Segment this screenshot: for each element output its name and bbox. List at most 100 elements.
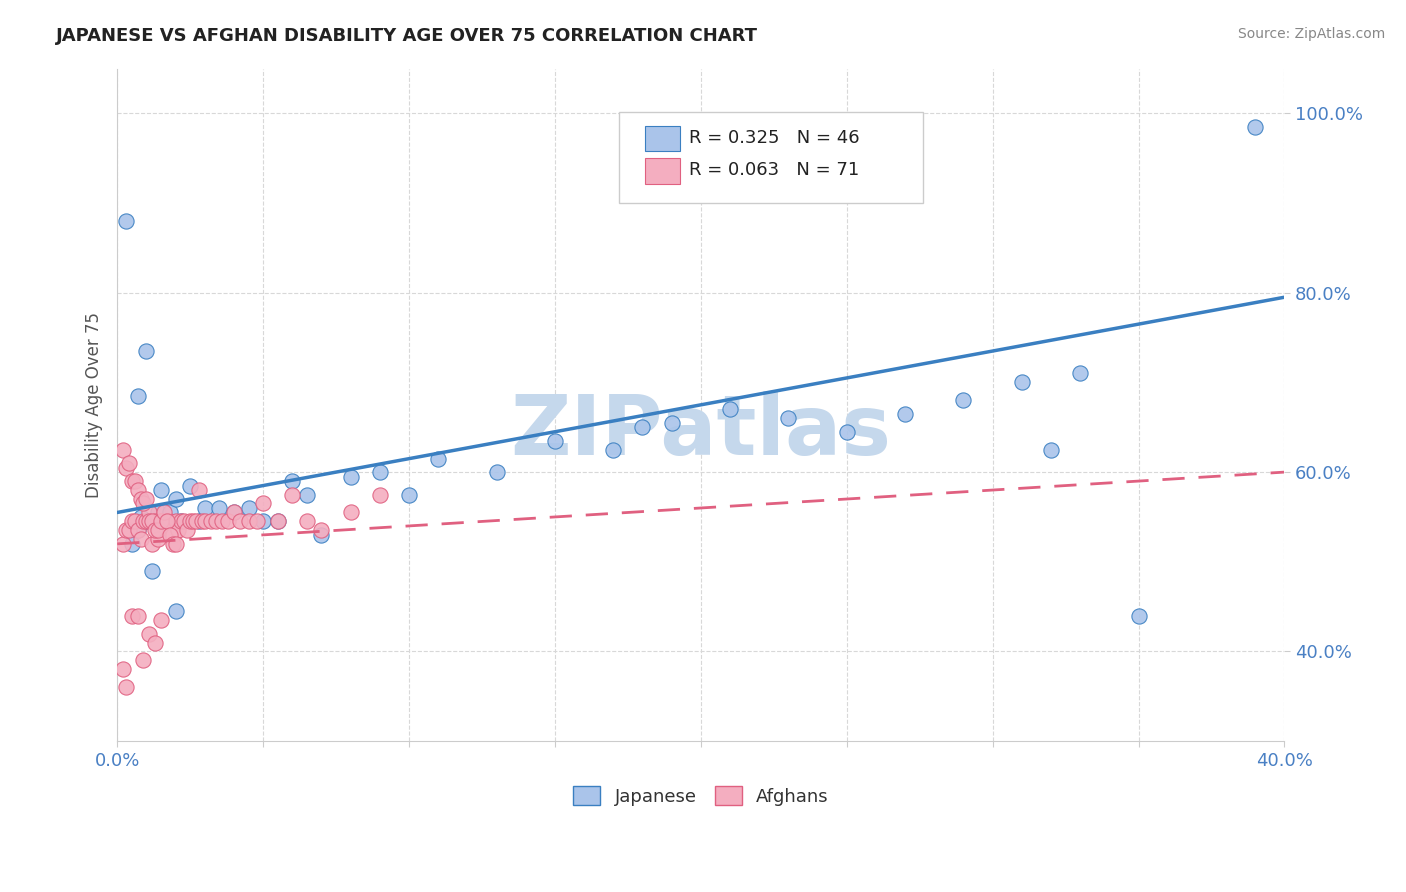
Point bbox=[544, 434, 567, 448]
Point bbox=[718, 402, 741, 417]
Point bbox=[184, 515, 207, 529]
Point bbox=[295, 487, 318, 501]
Point bbox=[135, 344, 157, 359]
Point bbox=[121, 515, 143, 529]
Point bbox=[141, 537, 163, 551]
Point bbox=[153, 515, 176, 529]
Point bbox=[368, 465, 391, 479]
Point bbox=[211, 515, 233, 529]
Point bbox=[138, 515, 160, 529]
Point bbox=[1128, 608, 1150, 623]
Point bbox=[127, 483, 149, 497]
Point bbox=[121, 537, 143, 551]
Point bbox=[246, 515, 269, 529]
Point bbox=[894, 407, 917, 421]
Point bbox=[124, 515, 146, 529]
Point bbox=[222, 506, 245, 520]
Point bbox=[153, 506, 176, 520]
Point bbox=[141, 564, 163, 578]
Point bbox=[143, 635, 166, 649]
Point bbox=[191, 515, 214, 529]
Point bbox=[1244, 120, 1267, 134]
Point bbox=[129, 491, 152, 506]
Point bbox=[952, 393, 974, 408]
Point bbox=[149, 515, 172, 529]
Point bbox=[252, 515, 274, 529]
Legend: Japanese, Afghans: Japanese, Afghans bbox=[565, 779, 837, 813]
Point bbox=[179, 515, 201, 529]
Point bbox=[129, 533, 152, 547]
Point bbox=[138, 506, 160, 520]
Point bbox=[115, 681, 138, 695]
Point bbox=[187, 483, 209, 497]
Point bbox=[267, 515, 290, 529]
Point bbox=[661, 416, 683, 430]
Point bbox=[146, 524, 169, 538]
Point bbox=[159, 506, 181, 520]
Point bbox=[267, 515, 290, 529]
Point bbox=[115, 460, 138, 475]
Point bbox=[311, 528, 333, 542]
Point bbox=[127, 389, 149, 403]
Point bbox=[141, 515, 163, 529]
Point bbox=[141, 515, 163, 529]
Bar bbox=[645, 126, 681, 152]
Bar bbox=[645, 158, 681, 184]
Point bbox=[311, 524, 333, 538]
Y-axis label: Disability Age Over 75: Disability Age Over 75 bbox=[86, 312, 103, 498]
Point bbox=[132, 515, 155, 529]
Point bbox=[149, 613, 172, 627]
Point bbox=[127, 524, 149, 538]
Point bbox=[129, 510, 152, 524]
Point bbox=[121, 474, 143, 488]
Point bbox=[143, 524, 166, 538]
Point bbox=[252, 496, 274, 510]
FancyBboxPatch shape bbox=[619, 112, 922, 203]
Point bbox=[118, 456, 141, 470]
Point bbox=[200, 515, 222, 529]
Point bbox=[112, 537, 135, 551]
Point bbox=[1040, 442, 1063, 457]
Point bbox=[229, 515, 252, 529]
Point bbox=[162, 537, 184, 551]
Text: JAPANESE VS AFGHAN DISABILITY AGE OVER 75 CORRELATION CHART: JAPANESE VS AFGHAN DISABILITY AGE OVER 7… bbox=[56, 27, 758, 45]
Point bbox=[631, 420, 654, 434]
Text: Source: ZipAtlas.com: Source: ZipAtlas.com bbox=[1237, 27, 1385, 41]
Point bbox=[238, 500, 260, 515]
Point bbox=[205, 515, 228, 529]
Point bbox=[165, 537, 187, 551]
Point bbox=[238, 515, 260, 529]
Point bbox=[295, 515, 318, 529]
Point bbox=[156, 515, 179, 529]
Point bbox=[149, 483, 172, 497]
Point bbox=[149, 515, 172, 529]
Point bbox=[132, 496, 155, 510]
Point bbox=[121, 608, 143, 623]
Point bbox=[138, 626, 160, 640]
Point bbox=[146, 506, 169, 520]
Point bbox=[281, 474, 304, 488]
Point bbox=[179, 478, 201, 492]
Point bbox=[222, 506, 245, 520]
Point bbox=[165, 491, 187, 506]
Point bbox=[778, 411, 800, 425]
Point bbox=[112, 442, 135, 457]
Point bbox=[132, 653, 155, 667]
Point bbox=[115, 214, 138, 228]
Point bbox=[118, 524, 141, 538]
Text: ZIPatlas: ZIPatlas bbox=[510, 392, 891, 472]
Point bbox=[1069, 367, 1091, 381]
Point bbox=[143, 515, 166, 529]
Point bbox=[146, 533, 169, 547]
Point bbox=[167, 524, 190, 538]
Point bbox=[835, 425, 858, 439]
Point bbox=[112, 662, 135, 676]
Point bbox=[181, 515, 204, 529]
Point bbox=[176, 524, 198, 538]
Point bbox=[170, 515, 193, 529]
Point bbox=[339, 469, 361, 483]
Point bbox=[127, 608, 149, 623]
Point bbox=[135, 491, 157, 506]
Point bbox=[173, 515, 195, 529]
Point bbox=[368, 487, 391, 501]
